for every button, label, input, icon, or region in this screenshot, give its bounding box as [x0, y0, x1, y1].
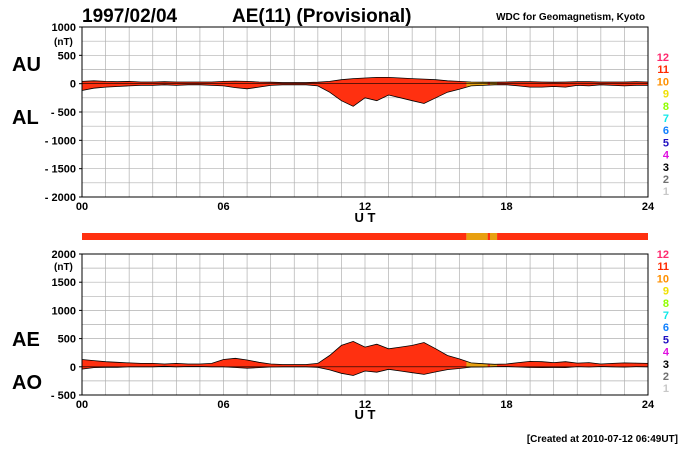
outline [81, 77, 649, 107]
station-count-bar [82, 233, 648, 240]
ao-label: AO [12, 372, 42, 394]
station-count-7: 7 [663, 310, 669, 322]
station-count-4: 4 [663, 347, 670, 359]
y-tick-label: 0 [70, 362, 76, 374]
date-title: 1997/02/04 [82, 6, 178, 27]
x-tick-label: 12 [359, 399, 371, 411]
y-tick-label: 500 [58, 334, 76, 346]
station-count-2: 2 [663, 174, 669, 186]
x-axis-title: U T [355, 407, 376, 422]
station-count-5: 5 [663, 137, 669, 149]
series-line-au [81, 77, 649, 83]
x-tick-labels: 00 06 12 18 24 [76, 201, 655, 213]
station-count-6: 6 [663, 125, 669, 137]
series-line-al [81, 84, 648, 107]
station-count-6: 6 [663, 322, 669, 334]
y-tick-label: - 500 [51, 390, 76, 402]
au-label: AU [12, 54, 41, 76]
x-tick-label: 06 [217, 201, 229, 213]
station-count-2: 2 [663, 371, 669, 383]
x-tick-label: 00 [76, 399, 88, 411]
x-tick-labels: 00 06 12 18 24 [76, 399, 655, 411]
station-count-8: 8 [663, 298, 669, 310]
x-tick-label: 18 [500, 201, 512, 213]
al-label: AL [12, 107, 39, 129]
station-bar-segment [489, 233, 498, 240]
x-tick-label: 00 [76, 201, 88, 213]
source-label: WDC for Geomagnetism, Kyoto [496, 12, 645, 23]
x-tick-label: 24 [642, 399, 655, 411]
station-count-11: 11 [657, 64, 669, 76]
index-title: AE(11) (Provisional) [232, 6, 412, 27]
y-tick-label: - 500 [51, 107, 76, 119]
station-bar-segment [466, 233, 488, 240]
x-tick-label: 06 [217, 399, 229, 411]
grid [82, 27, 648, 197]
y-tick-label: - 1500 [45, 164, 76, 176]
x-tick-label: 18 [500, 399, 512, 411]
station-count-10: 10 [657, 76, 669, 88]
ae-label: AE [12, 329, 40, 351]
station-count-3: 3 [663, 162, 669, 174]
station-count-9: 9 [663, 89, 669, 101]
station-bar-segment [497, 233, 648, 240]
station-count-12: 12 [657, 249, 669, 261]
station-count-4: 4 [663, 150, 670, 162]
grid [82, 254, 648, 395]
outline [81, 340, 649, 376]
y-tick-label: 2000 [52, 249, 76, 261]
x-axis-title: U T [355, 210, 376, 225]
station-count-1: 1 [663, 383, 669, 395]
station-count-5: 5 [663, 334, 669, 346]
y-tick-label: 500 [58, 50, 76, 62]
station-count-9: 9 [663, 286, 669, 298]
x-tick-label: 12 [359, 201, 371, 213]
plot-frame [81, 253, 649, 396]
unit-label: (nT) [54, 37, 73, 48]
created-timestamp: [Created at 2010-07-12 06:49UT] [527, 434, 678, 445]
activity-band-fill [82, 341, 648, 376]
y-tick-labels: 1000 500 0 - 500 - 1000 - 1500 - 2000 [45, 22, 82, 204]
y-tick-label: 1000 [52, 305, 76, 317]
y-tick-label: 0 [70, 79, 76, 91]
station-count-12: 12 [657, 52, 669, 64]
station-bar-segment [487, 233, 490, 240]
series-line-ae [81, 340, 649, 365]
y-tick-labels: 2000 1500 1000 500 0 - 500 [51, 249, 82, 402]
x-tick-label: 24 [642, 201, 655, 213]
y-tick-label: - 2000 [45, 192, 76, 204]
y-tick-label: - 1000 [45, 135, 76, 147]
station-count-8: 8 [663, 101, 669, 113]
station-bar-segment [82, 233, 467, 240]
y-tick-label: 1500 [52, 277, 76, 289]
unit-label: (nT) [54, 262, 73, 273]
station-count-3: 3 [663, 359, 669, 371]
station-count-11: 11 [657, 261, 669, 273]
station-count-1: 1 [663, 186, 669, 198]
station-count-7: 7 [663, 113, 669, 125]
y-tick-label: 1000 [52, 22, 76, 34]
station-count-10: 10 [657, 273, 669, 285]
